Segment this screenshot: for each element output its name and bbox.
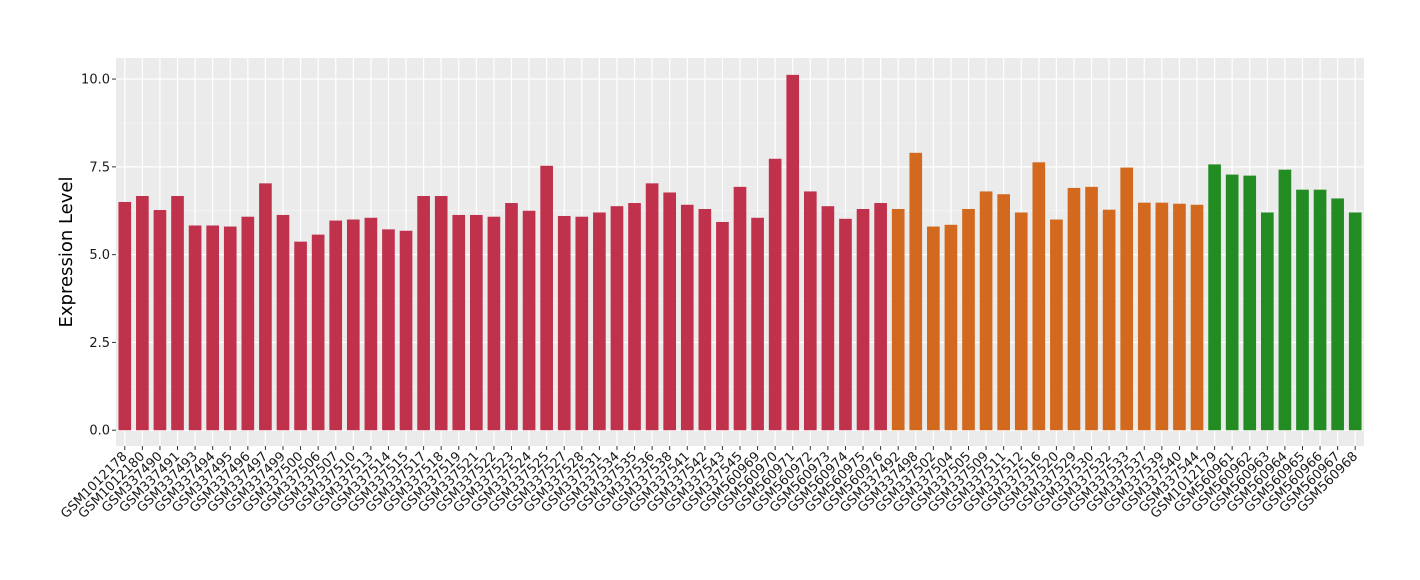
bar-GSM560967	[1331, 198, 1344, 431]
bar-GSM337530	[1085, 186, 1098, 431]
bar-GSM337515	[399, 230, 413, 431]
bar-GSM560961	[1225, 174, 1239, 431]
bar-GSM337527	[557, 216, 571, 431]
y-axis: 0.0 2.5 5.0 7.5 10.0	[81, 73, 116, 439]
bar-GSM560963	[1260, 212, 1274, 431]
bar-GSM337536	[645, 183, 659, 431]
bar-GSM337521	[470, 214, 483, 431]
y-tick-label: 7.5	[89, 160, 110, 175]
bar-GSM337493	[188, 225, 202, 431]
bar-GSM337529	[1067, 187, 1081, 431]
bar-GSM560971	[786, 74, 800, 431]
bar-GSM560968	[1348, 212, 1362, 431]
bars	[118, 74, 1362, 431]
y-tick-label: 0.0	[89, 424, 110, 439]
bar-GSM337497	[259, 183, 272, 431]
bar-GSM337507	[329, 220, 343, 431]
bar-GSM337494	[206, 225, 220, 431]
bar-GSM560975	[856, 208, 870, 431]
bar-GSM337528	[575, 216, 589, 431]
bar-GSM337490	[153, 210, 167, 431]
bar-GSM560974	[839, 218, 852, 431]
bar-GSM560976	[874, 203, 887, 431]
bar-GSM337496	[241, 216, 255, 431]
bar-GSM560962	[1243, 175, 1257, 431]
bar-GSM337532	[1102, 209, 1116, 431]
bar-GSM337514	[382, 229, 395, 431]
bar-GSM337518	[434, 195, 448, 431]
bar-GSM1012179	[1208, 164, 1221, 431]
bar-GSM337531	[593, 212, 606, 431]
bar-GSM337540	[1173, 203, 1186, 431]
bar-GSM337502	[927, 226, 940, 431]
bar-GSM337512	[1014, 212, 1028, 431]
bar-GSM337545	[733, 186, 747, 431]
bar-GSM337516	[1032, 162, 1046, 431]
bar-GSM337510	[346, 219, 360, 431]
bar-GSM337541	[680, 204, 694, 431]
bar-GSM337537	[1137, 202, 1151, 431]
bar-GSM1012180	[136, 195, 149, 431]
x-axis: GSM1012178GSM1012180GSM337490GSM337491GS…	[58, 446, 1361, 522]
bar-GSM560965	[1296, 189, 1309, 431]
bar-GSM337491	[171, 195, 184, 431]
bar-GSM337539	[1155, 202, 1169, 431]
bar-GSM337511	[997, 194, 1010, 431]
bar-GSM337513	[364, 217, 378, 431]
bar-GSM337500	[294, 241, 307, 431]
bar-GSM1012178	[118, 201, 132, 431]
bar-GSM337538	[663, 192, 677, 431]
bar-GSM337525	[540, 165, 553, 431]
bar-GSM337534	[610, 206, 624, 431]
bar-GSM337524	[522, 210, 536, 431]
y-tick-label: 5.0	[89, 248, 110, 263]
bar-GSM337535	[628, 203, 641, 431]
bar-GSM337498	[909, 152, 923, 431]
bar-GSM337519	[452, 214, 466, 431]
bar-GSM337504	[944, 224, 958, 431]
bar-GSM337542	[698, 208, 712, 431]
bar-GSM337505	[962, 208, 975, 431]
bar-GSM337495	[223, 226, 237, 431]
bar-GSM560969	[751, 217, 764, 431]
y-axis-title: Expression Level	[56, 177, 77, 328]
bar-GSM337522	[487, 216, 501, 431]
bar-GSM337506	[311, 234, 325, 431]
bar-GSM560964	[1278, 169, 1292, 431]
y-tick-label: 2.5	[89, 336, 110, 351]
y-tick-label: 10.0	[81, 73, 110, 88]
bar-GSM337544	[1190, 204, 1204, 431]
bar-GSM337533	[1120, 167, 1134, 431]
bar-GSM337517	[417, 195, 430, 431]
bar-GSM560970	[768, 158, 782, 431]
bar-GSM337499	[276, 214, 290, 431]
bar-GSM560973	[821, 206, 835, 431]
bar-GSM337509	[979, 191, 993, 431]
bar-GSM337523	[505, 203, 518, 431]
bar-GSM560966	[1313, 189, 1327, 431]
bar-GSM337520	[1050, 219, 1063, 431]
bar-GSM560972	[803, 191, 817, 431]
bar-GSM337492	[891, 208, 905, 431]
bar-GSM337543	[716, 221, 729, 431]
